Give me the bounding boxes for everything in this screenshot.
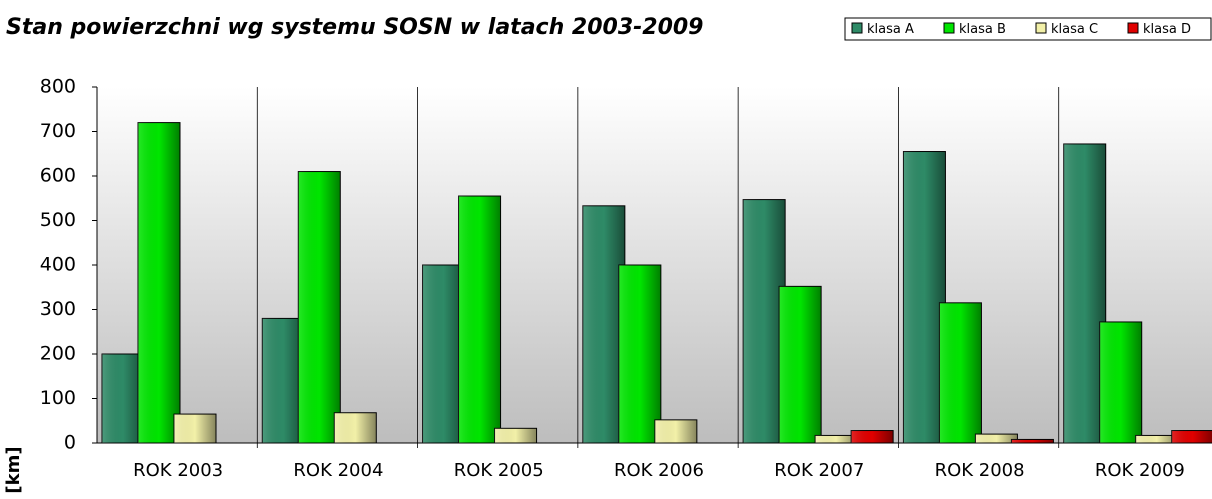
- bar-shade: [903, 151, 946, 443]
- legend: [844, 17, 1212, 41]
- bar-shade: [334, 412, 377, 443]
- legend-swatch: [1035, 22, 1047, 34]
- y-tick-label: 700: [40, 120, 76, 142]
- bar-shade: [102, 354, 144, 443]
- y-tick-label: 400: [40, 254, 76, 276]
- y-tick-label: 300: [40, 298, 76, 320]
- legend-label: klasa C: [1051, 22, 1098, 37]
- bar-shade: [458, 196, 501, 443]
- bar-shade: [174, 414, 216, 443]
- x-tick-label: ROK 2003: [133, 460, 223, 481]
- bar-shade: [494, 428, 537, 443]
- bar-shade: [975, 434, 1018, 443]
- legend-swatch: [1127, 22, 1139, 34]
- bar-shade: [618, 265, 661, 443]
- x-tick-label: ROK 2005: [454, 460, 544, 481]
- y-tick-label: 100: [40, 387, 76, 409]
- bar-shade: [582, 205, 625, 443]
- bar-shade: [262, 318, 305, 443]
- x-tick-label: ROK 2009: [1095, 460, 1185, 481]
- bar-shade: [851, 430, 894, 443]
- bar-shade: [1135, 435, 1178, 443]
- legend-swatch: [851, 22, 863, 34]
- x-tick-label: ROK 2006: [614, 460, 704, 481]
- y-tick-label: 0: [64, 432, 76, 454]
- legend-label: klasa B: [959, 22, 1006, 37]
- bar-shade: [743, 199, 786, 443]
- y-tick-label: 600: [40, 165, 76, 187]
- bar-shade: [298, 171, 341, 444]
- bar-shade: [654, 419, 697, 443]
- bar-shade: [815, 435, 858, 443]
- bar-shade: [939, 302, 982, 443]
- bar-shade: [138, 122, 180, 443]
- legend-label: klasa A: [867, 22, 914, 37]
- y-tick-label: 800: [40, 76, 76, 98]
- y-tick-label: 200: [40, 343, 76, 365]
- bar-shade: [1171, 430, 1212, 443]
- y-axis-label: [km]: [3, 446, 24, 493]
- bar-shade: [422, 265, 465, 443]
- bar-shade: [1063, 143, 1106, 443]
- legend-swatch: [943, 22, 955, 34]
- x-tick-label: ROK 2007: [774, 460, 864, 481]
- y-tick-label: 500: [40, 209, 76, 231]
- x-tick-label: ROK 2008: [935, 460, 1025, 481]
- bar-shade: [779, 286, 822, 443]
- bar-shade: [1011, 439, 1054, 443]
- legend-label: klasa D: [1143, 22, 1191, 37]
- x-tick-label: ROK 2004: [293, 460, 383, 481]
- bar-shade: [1099, 321, 1142, 443]
- chart-title: Stan powierzchni wg systemu SOSN w latac…: [6, 15, 704, 40]
